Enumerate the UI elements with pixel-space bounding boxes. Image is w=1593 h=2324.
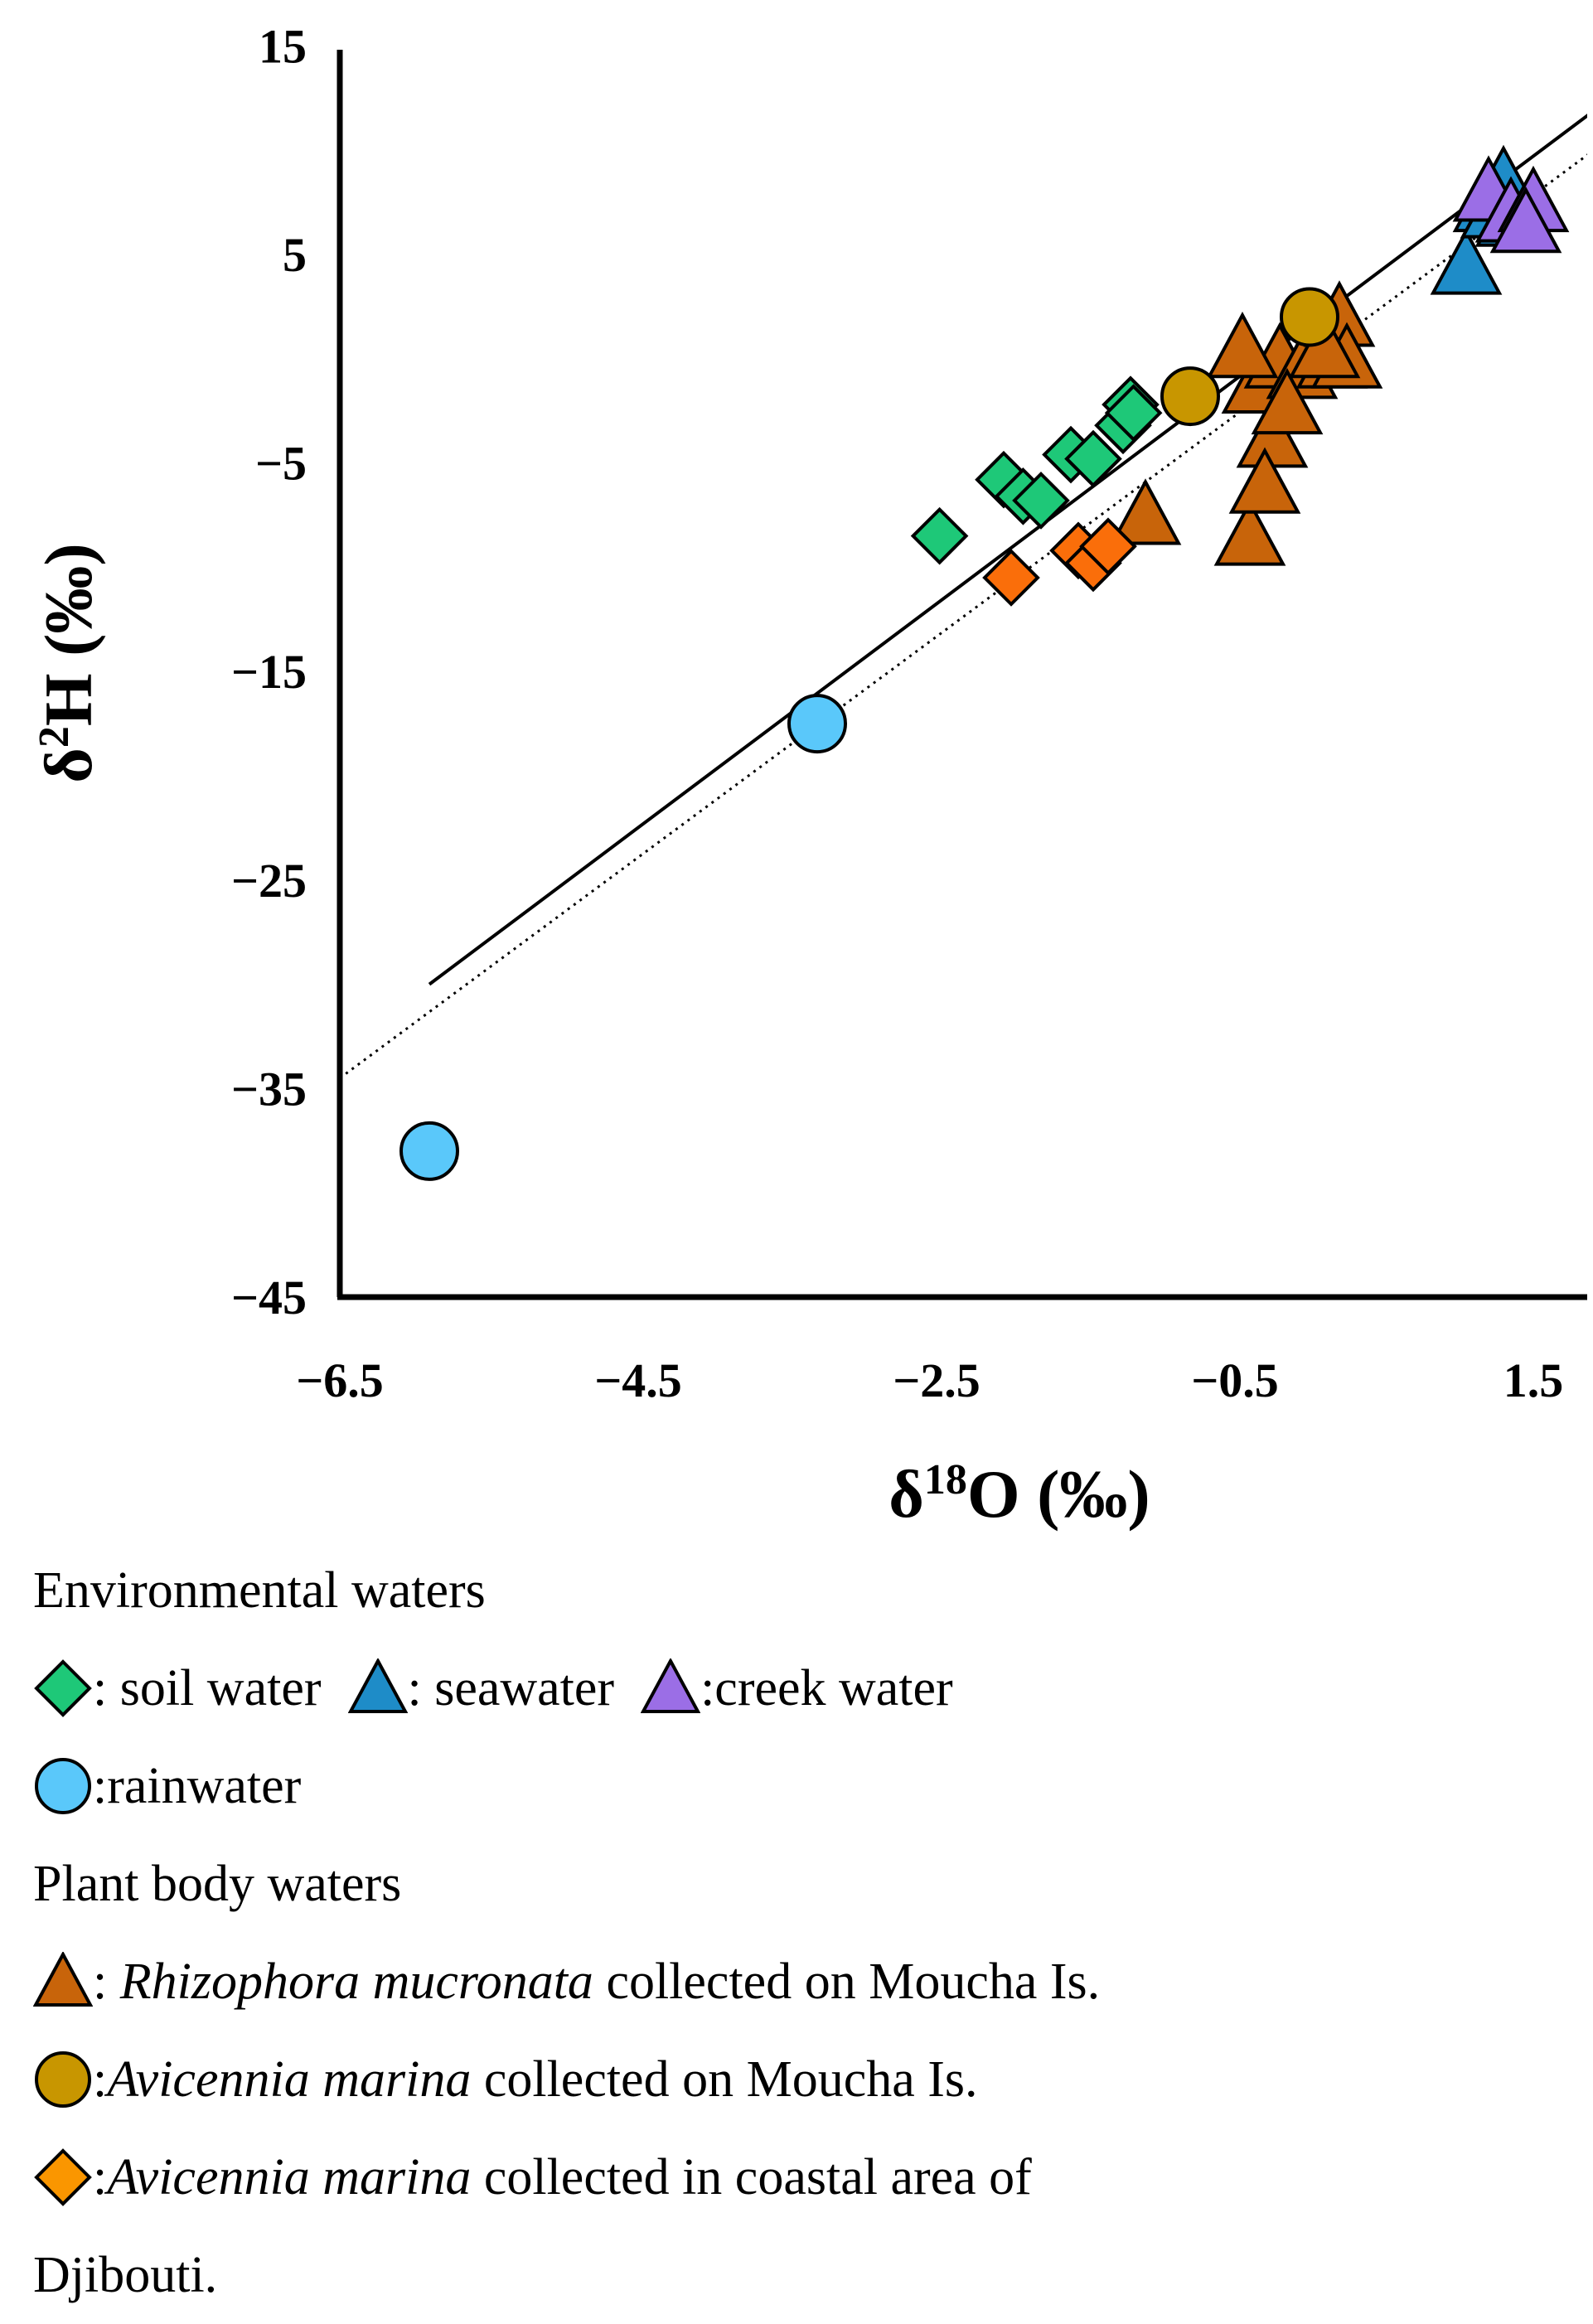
data-point-creek-water [1489,186,1562,254]
diamond-marker [34,1659,92,1717]
legend-avi-djib-cont: Djibouti. [33,2247,218,2303]
data-point-avicennia-marina-collected-on-moucha-is [1280,287,1339,347]
legend-avi-moucha-prefix: : [93,2051,108,2108]
x-axis-title: δ18O (‰) [888,1456,1150,1532]
data-point-rhizophora-mucronata-collected-on-moucha-is [1228,447,1301,514]
scatter-chart: 15 5 −5 −15 −25 −35 −45 −6.5 −4.5 −2.5 −0.5 1.5 δ18… [31,19,1587,1532]
legend-env-header-text: Environmental waters [33,1562,486,1619]
legend-soil-label: : soil water [93,1660,322,1716]
legend: Environmental waters : soil water : seaw… [33,1542,1575,2324]
data-point-soil-water [1064,429,1122,488]
y-tick-label: −25 [231,854,307,908]
legend-row-env: : soil water : seawater :creek water [33,1639,1575,1737]
legend-sea-label: : seawater [407,1660,615,1716]
legend-row-avi-djib: : Avicennia marina collected in coastal … [33,2128,1575,2226]
circle-marker [35,1758,91,1814]
y-tick-label: −35 [231,1062,307,1116]
data-point-soil-water [1104,384,1163,443]
triangle-icon [641,1658,701,1718]
triangle-icon [347,1658,408,1718]
legend-creek-label: :creek water [700,1660,953,1716]
x-tick-label: 1.5 [1503,1353,1564,1407]
legend-row-avi-moucha: : Avicennia marina collected on Moucha I… [33,2031,1575,2128]
legend-avi-moucha-species: Avicennia marina [107,2051,472,2108]
x-tick-label: −2.5 [893,1353,980,1407]
x-tick-label: −4.5 [594,1353,682,1407]
data-point-soil-water [910,506,969,565]
triangle-marker [347,1658,408,1714]
legend-rhizo-suffix: collected on Moucha Is. [593,1954,1101,2010]
legend-avi-djib-species: Avicennia marina [107,2149,472,2205]
data-point-rhizophora-mucronata-collected-on-moucha-is [1251,367,1324,435]
y-tick-label: 15 [259,19,307,73]
data-point-rainwater [399,1121,459,1181]
legend-row-rain: :rainwater [33,1737,1575,1835]
tick-labels: 15 5 −5 −15 −25 −35 −45 −6.5 −4.5 −2.5 −0.5 1.5 [231,19,1563,1407]
legend-item-sea: : seawater [347,1639,615,1737]
data-point-avicennia-marina-collected-in-coastal-area-of-djibouti [982,549,1040,607]
legend-rain-label: :rainwater [93,1758,302,1814]
legend-avi-moucha-suffix: collected on Moucha Is. [471,2051,978,2108]
data-point-avicennia-marina-collected-on-moucha-is [1160,366,1220,427]
legend-rhizo-prefix: : [93,1954,120,2010]
diamond-icon [33,1658,93,1718]
diamond-marker [34,2148,92,2206]
x-tick-label: −6.5 [296,1353,384,1407]
legend-row-rhizo: : Rhizophora mucronata collected on Mouc… [33,1933,1575,2031]
data-point-rainwater [787,694,847,754]
legend-env-header: Environmental waters [33,1542,1575,1639]
axes [337,50,1587,1300]
legend-item-creek: :creek water [641,1639,953,1737]
data-point-rhizophora-mucronata-collected-on-moucha-is [1206,312,1279,379]
legend-item-rain: :rainwater [33,1737,301,1835]
triangle-icon [33,1952,93,2012]
data-point-rhizophora-mucronata-collected-on-moucha-is [1109,478,1182,545]
y-tick-label: −5 [255,437,307,491]
data-point-avicennia-marina-collected-in-coastal-area-of-djibouti [1079,517,1137,576]
legend-item-soil: : soil water [33,1639,322,1737]
x-tick-label: −0.5 [1191,1353,1279,1407]
data-point-seawater [1430,228,1503,295]
triangle-marker [641,1658,701,1714]
legend-rhizo-species: Rhizophora mucronata [119,1954,593,2010]
legend-row-avi-djib-cont: Djibouti. [33,2226,1575,2324]
y-tick-label: 5 [283,228,307,282]
regression-line [428,114,1587,986]
circle-icon [33,1756,93,1816]
legend-avi-djib-prefix: : [93,2149,108,2205]
legend-avi-djib-suffix: collected in coastal area of [471,2149,1032,2205]
y-axis-title: δ2H (‰) [31,543,107,782]
triangle-marker [33,1952,93,2007]
y-tick-label: −15 [231,645,307,699]
legend-plant-header-text: Plant body waters [33,1856,402,1912]
circle-marker [35,2051,91,2108]
reference-line [340,153,1587,1080]
legend-plant-header: Plant body waters [33,1835,1575,1933]
circle-icon [33,2050,93,2109]
plot-area [340,114,1587,1181]
data-point-rhizophora-mucronata-collected-on-moucha-is [1213,499,1286,566]
y-tick-label: −45 [231,1271,307,1324]
data-point-soil-water [1012,472,1070,530]
diamond-icon [33,2147,93,2207]
